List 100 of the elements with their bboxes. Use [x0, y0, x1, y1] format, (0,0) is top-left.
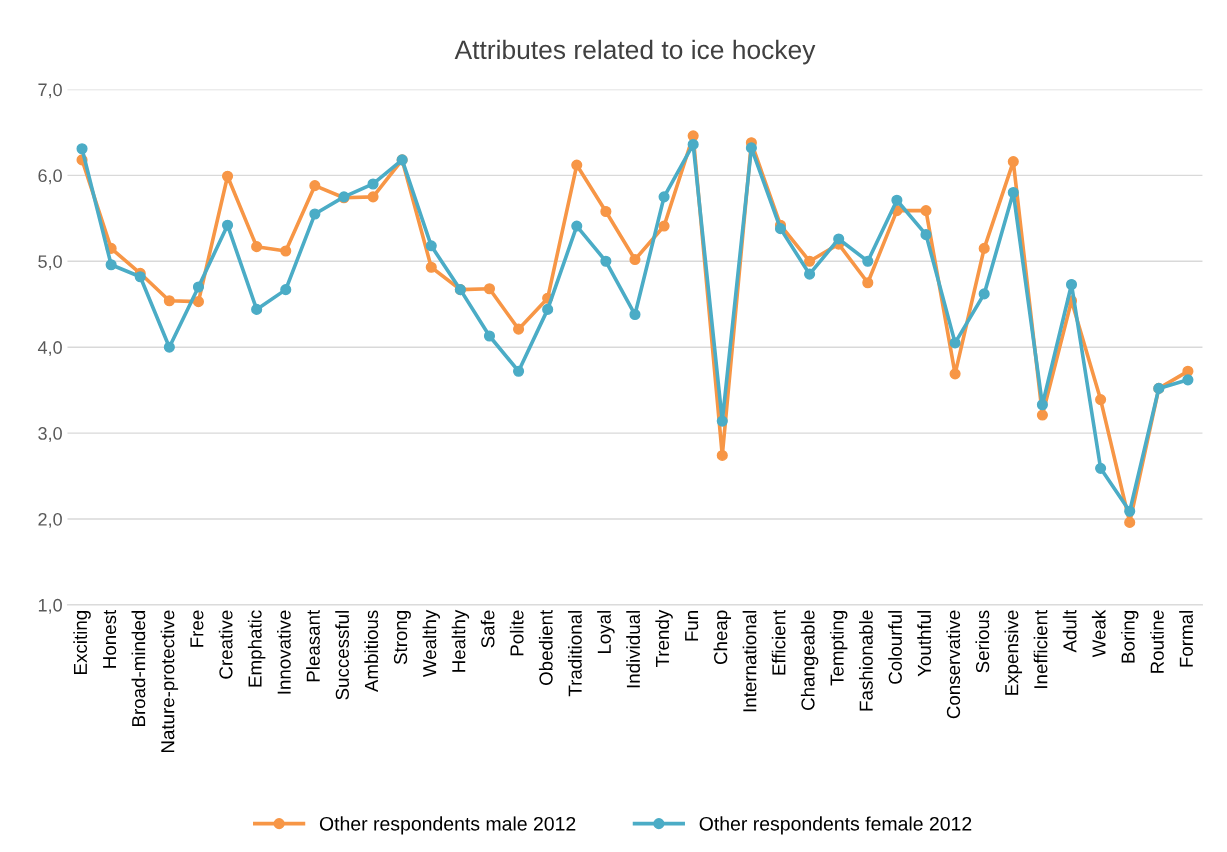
x-tick-label: Formal	[1179, 611, 1193, 667]
point	[774, 223, 787, 235]
point	[804, 268, 816, 280]
point	[978, 242, 990, 254]
point	[716, 415, 728, 427]
point	[367, 178, 379, 190]
x-tick-label: Tempting	[829, 610, 848, 686]
x-tick-label: Obedient	[538, 609, 553, 685]
point	[920, 229, 932, 241]
point	[309, 208, 321, 220]
point	[192, 281, 204, 293]
point	[862, 255, 874, 267]
x-tick-label: Fashionable	[859, 610, 873, 711]
point	[425, 261, 437, 273]
y-tick-label: 2,0	[38, 512, 62, 528]
point	[251, 241, 263, 253]
x-tick-label: Expensive	[1004, 610, 1023, 695]
point	[745, 142, 757, 154]
x-tick-label: Changeable	[800, 610, 819, 710]
point	[949, 368, 961, 380]
point	[949, 337, 961, 349]
point	[862, 277, 874, 289]
x-tick-label: Free	[190, 610, 204, 647]
x-tick-label: Pleasant	[306, 609, 320, 682]
point	[483, 283, 496, 295]
x-tick-label: Polite	[509, 610, 524, 656]
point	[483, 330, 496, 342]
point	[629, 254, 641, 266]
point	[716, 449, 728, 461]
x-tick-label: Efficient	[771, 609, 786, 675]
y-tick-label: 6,0	[38, 169, 62, 185]
x-tick-label: Youthful	[917, 611, 932, 677]
point	[163, 295, 175, 307]
point	[1065, 278, 1078, 291]
x-tick-label: International	[742, 611, 757, 712]
point	[513, 365, 525, 377]
point	[163, 341, 175, 353]
x-tick-label: Honest	[103, 609, 117, 668]
point	[1036, 399, 1048, 411]
y-tick-label: 5,0	[38, 255, 62, 271]
x-tick-label: Emphatic	[247, 610, 266, 687]
x-tick-label: Fun	[685, 610, 699, 641]
x-tick-label: Safe	[480, 610, 495, 648]
x-tick-label: Broad-minded	[131, 610, 146, 727]
x-tick-label: Trendy	[655, 609, 673, 668]
point	[367, 191, 379, 203]
point	[571, 220, 583, 232]
y-tick-label: 3,0	[38, 427, 62, 442]
x-tick-label: Creative	[218, 610, 233, 679]
point	[1007, 156, 1019, 168]
y-tick-label: 1,0	[38, 598, 62, 614]
x-tick-label: Adult	[1062, 609, 1077, 653]
point	[221, 170, 234, 182]
point	[542, 303, 554, 315]
point	[687, 138, 699, 150]
x-tick-label: Strong	[393, 610, 411, 665]
x-tick-label: Wealthy	[422, 609, 440, 678]
point	[251, 303, 263, 315]
point	[629, 308, 641, 321]
x-tick-label: Loyal	[597, 611, 615, 654]
x-tick-label: Exciting	[73, 610, 91, 674]
y-tick-label: 7,0	[38, 83, 62, 99]
x-tick-label: Healthy	[451, 609, 470, 672]
point	[1007, 186, 1019, 199]
point	[134, 271, 146, 283]
x-tick-label: Innovative	[277, 610, 291, 694]
x-tick-label: Successful	[335, 611, 349, 700]
point	[600, 255, 612, 267]
point	[76, 143, 88, 155]
x-tick-label: Boring	[1120, 610, 1139, 663]
point	[804, 255, 816, 267]
point	[425, 240, 437, 252]
x-tick-label: Traditional	[568, 611, 582, 697]
point	[658, 220, 670, 232]
point	[600, 205, 612, 218]
x-tick-label: Individual	[626, 611, 641, 688]
point	[833, 233, 845, 245]
y-tick-label: 4,0	[37, 341, 62, 357]
point	[105, 259, 117, 271]
point	[571, 159, 583, 171]
x-tick-label: Weak	[1091, 609, 1106, 658]
x-tick-label: Cheap	[713, 610, 732, 665]
point	[513, 323, 525, 335]
point	[192, 296, 204, 308]
point	[280, 245, 292, 257]
x-tick-label: Nature-protective	[160, 610, 179, 753]
point	[1095, 394, 1107, 406]
x-tick-label: Routine	[1150, 610, 1164, 673]
point	[1182, 374, 1194, 386]
x-tick-label: Inefficient	[1033, 609, 1048, 688]
point	[891, 194, 903, 206]
x-tick-label: Colourful	[888, 611, 902, 684]
point	[1124, 516, 1136, 529]
point	[658, 191, 670, 203]
chart-title: Attributes related to ice hockey	[454, 39, 816, 65]
point	[1124, 505, 1136, 517]
point	[1095, 462, 1107, 474]
point	[309, 180, 321, 192]
point	[978, 288, 990, 300]
legend-label: Other respondents male 2012	[319, 816, 576, 835]
